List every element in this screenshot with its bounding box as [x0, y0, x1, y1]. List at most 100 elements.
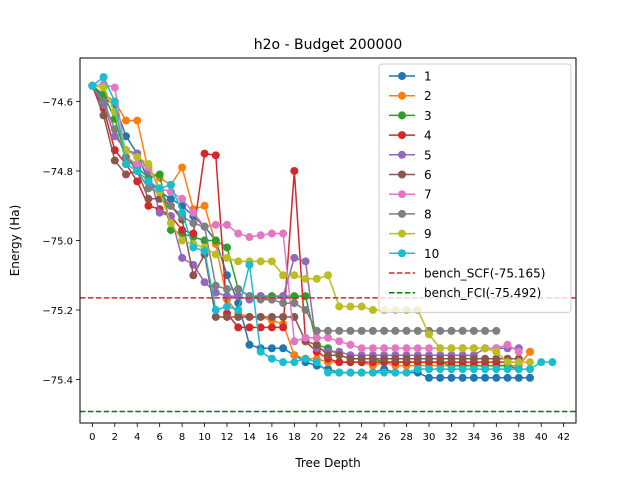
series-8-point-21 [324, 326, 332, 335]
legend-label-10: bench_SCF(-75.165) [424, 267, 545, 281]
series-6-point-32 [447, 354, 456, 363]
series-9-point-18 [290, 271, 299, 280]
series-8-point-16 [267, 295, 276, 304]
series-4-point-9 [189, 229, 198, 238]
series-2-point-18 [290, 351, 299, 360]
series-8-point-1 [99, 97, 108, 106]
series-10-point-1 [99, 73, 108, 82]
series-1-point-30 [424, 373, 433, 382]
series-10-point-41 [548, 358, 557, 367]
series-5-point-18 [290, 253, 299, 262]
series-4-point-18 [290, 166, 299, 175]
x-tick-label-6: 6 [156, 432, 162, 443]
series-5-point-6 [155, 208, 164, 217]
series-9-point-25 [368, 306, 377, 315]
series-10-point-35 [481, 365, 490, 374]
series-9-point-12 [223, 253, 232, 262]
x-tick-label-20: 20 [310, 432, 323, 443]
series-3-point-7 [166, 226, 175, 235]
series-line-9 [92, 85, 530, 363]
series-8-point-24 [357, 326, 366, 335]
x-tick-label-30: 30 [423, 432, 436, 443]
series-8-point-18 [290, 299, 299, 308]
series-10-point-3 [122, 160, 131, 169]
x-tick-label-18: 18 [288, 432, 301, 443]
series-10-point-34 [469, 365, 478, 374]
legend-box [378, 63, 572, 313]
x-tick-label-16: 16 [266, 432, 279, 443]
series-8-point-10 [200, 222, 209, 231]
series-6-point-2 [110, 156, 119, 165]
series-1-point-36 [492, 373, 501, 382]
series-6-point-25 [368, 354, 377, 363]
x-tick-label-34: 34 [468, 432, 481, 443]
series-8-point-15 [256, 295, 265, 304]
x-tick-label-42: 42 [557, 432, 570, 443]
series-1-point-35 [481, 373, 490, 382]
series-7-point-20 [312, 333, 321, 342]
series-8-point-29 [413, 326, 422, 335]
series-7-point-37 [503, 340, 512, 349]
legend-label-11: bench_FCI(-75.492) [424, 286, 541, 300]
series-5-point-10 [200, 278, 209, 287]
series-9-point-35 [481, 344, 490, 353]
series-10-point-30 [424, 365, 433, 374]
series-9-point-16 [267, 257, 276, 266]
series-8-point-2 [110, 125, 119, 134]
series-10-point-37 [503, 365, 512, 374]
series-10-point-31 [436, 365, 445, 374]
series-6-point-12 [223, 312, 232, 321]
series-9-point-21 [324, 271, 332, 280]
legend-marker-8 [398, 229, 406, 238]
legend-marker-6 [398, 190, 406, 199]
series-6-point-15 [256, 312, 265, 321]
series-6-point-28 [402, 354, 411, 363]
x-tick-label-22: 22 [333, 432, 346, 443]
series-6-point-5 [144, 194, 153, 203]
series-8-point-13 [234, 285, 243, 294]
series-6-point-1 [99, 111, 108, 120]
series-10-point-12 [223, 302, 232, 311]
series-7-point-25 [368, 344, 377, 353]
series-10-point-19 [301, 354, 310, 363]
series-1-point-34 [469, 373, 478, 382]
series-7-point-28 [402, 344, 411, 353]
series-7-point-24 [357, 344, 366, 353]
series-10-point-11 [211, 306, 220, 315]
series-7-point-2 [110, 83, 119, 92]
series-9-point-4 [133, 153, 142, 162]
series-4-point-10 [200, 149, 209, 158]
y-axis-label: Energy (Ha) [8, 205, 22, 277]
series-10-point-6 [155, 184, 164, 193]
legend-label-2: 3 [424, 109, 432, 123]
series-2-point-3 [122, 116, 131, 125]
series-2-point-10 [200, 201, 209, 210]
series-1-point-32 [447, 373, 456, 382]
x-tick-label-4: 4 [134, 432, 140, 443]
series-7-point-11 [211, 220, 220, 229]
series-8-point-17 [279, 299, 288, 308]
x-tick-label-8: 8 [179, 432, 185, 443]
series-6-point-3 [122, 170, 131, 179]
series-6-point-33 [458, 354, 467, 363]
series-6-point-17 [279, 312, 288, 321]
series-3-point-12 [223, 243, 232, 252]
x-axis: 0 2 4 6 8 10 12 14 16 18 20 22 24 26 28 30 32 34 36 38 40 42 [89, 423, 570, 443]
series-10-point-0 [88, 81, 97, 90]
series-3-point-18 [290, 292, 299, 301]
series-7-point-23 [346, 340, 355, 349]
series-10-point-17 [279, 358, 288, 367]
legend-label-0: 1 [424, 70, 432, 84]
series-7-point-13 [234, 229, 243, 238]
series-6-point-27 [391, 354, 400, 363]
series-1-point-37 [503, 373, 512, 382]
series-3-point-11 [211, 236, 220, 245]
series-2-point-8 [178, 163, 187, 172]
series-7-point-19 [301, 333, 310, 342]
series-4-point-15 [256, 323, 265, 332]
series-6-point-21 [324, 351, 332, 360]
series-7-point-26 [380, 344, 389, 353]
y-tick-label-1: −74.8 [42, 167, 73, 178]
series-10-point-10 [200, 246, 209, 255]
series-6-point-31 [436, 354, 445, 363]
